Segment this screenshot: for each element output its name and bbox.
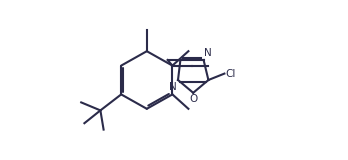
Text: O: O	[189, 94, 197, 104]
Text: N: N	[204, 48, 212, 58]
Text: Cl: Cl	[225, 69, 236, 79]
Text: N: N	[169, 82, 177, 92]
